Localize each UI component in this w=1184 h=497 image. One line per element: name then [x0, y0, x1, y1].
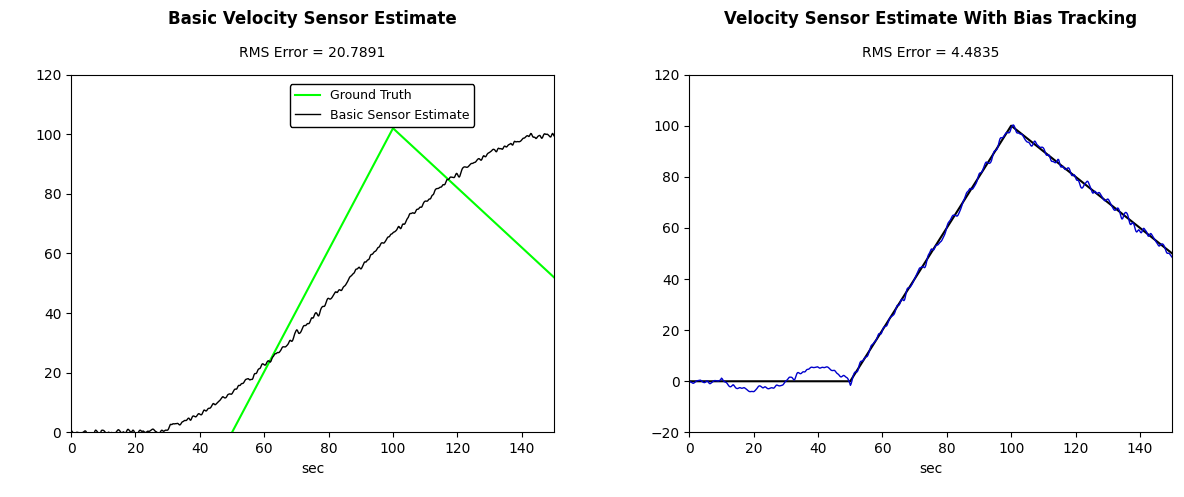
Velocity Sensor Estimate With Bias Tracking: [965, 186, 979, 192]
Line: Basic Sensor Estimate: Basic Sensor Estimate: [71, 133, 554, 435]
Legend: Ground Truth, Basic Sensor Estimate: Ground Truth, Basic Sensor Estimate: [290, 84, 475, 127]
Text: Basic Velocity Sensor Estimate: Basic Velocity Sensor Estimate: [168, 10, 457, 28]
X-axis label: sec: sec: [301, 462, 324, 476]
Text: Velocity Sensor Estimate With Bias Tracking: Velocity Sensor Estimate With Bias Track…: [725, 10, 1138, 28]
Ground Truth: [386, 125, 400, 131]
Velocity Sensor Estimate With Bias Tracking: [1165, 254, 1179, 260]
Ground Truth: [547, 274, 561, 280]
Velocity Sensor Estimate With Bias Tracking: [682, 379, 696, 385]
Basic Sensor Estimate: [64, 428, 78, 434]
Basic Sensor Estimate: [281, 341, 295, 347]
Velocity Sensor Estimate With Bias Tracking: [899, 291, 913, 297]
Velocity Sensor Estimate With Bias Tracking: [776, 382, 790, 388]
Basic Sensor Estimate: [156, 428, 170, 434]
Basic Sensor Estimate: [446, 174, 461, 180]
Text: RMS Error = 4.4835: RMS Error = 4.4835: [862, 46, 999, 60]
Line: Velocity Sensor Estimate With Bias Tracking: Velocity Sensor Estimate With Bias Track…: [689, 125, 1172, 392]
X-axis label: sec: sec: [919, 462, 942, 476]
Ground Truth: [225, 429, 239, 435]
Basic Sensor Estimate: [92, 432, 107, 438]
Velocity Sensor Estimate With Bias Tracking: [843, 380, 857, 386]
Velocity Sensor Estimate With Bias Tracking: [1066, 172, 1080, 178]
Velocity Sensor Estimate With Bias Tracking: [990, 145, 1004, 151]
Basic Sensor Estimate: [547, 133, 561, 139]
Basic Sensor Estimate: [372, 244, 386, 250]
Line: Ground Truth: Ground Truth: [232, 128, 554, 432]
Basic Sensor Estimate: [347, 270, 361, 276]
Basic Sensor Estimate: [546, 130, 560, 136]
Velocity Sensor Estimate With Bias Tracking: [747, 389, 761, 395]
Basic Sensor Estimate: [225, 391, 239, 397]
Velocity Sensor Estimate With Bias Tracking: [1005, 122, 1019, 128]
Text: RMS Error = 20.7891: RMS Error = 20.7891: [239, 46, 386, 60]
